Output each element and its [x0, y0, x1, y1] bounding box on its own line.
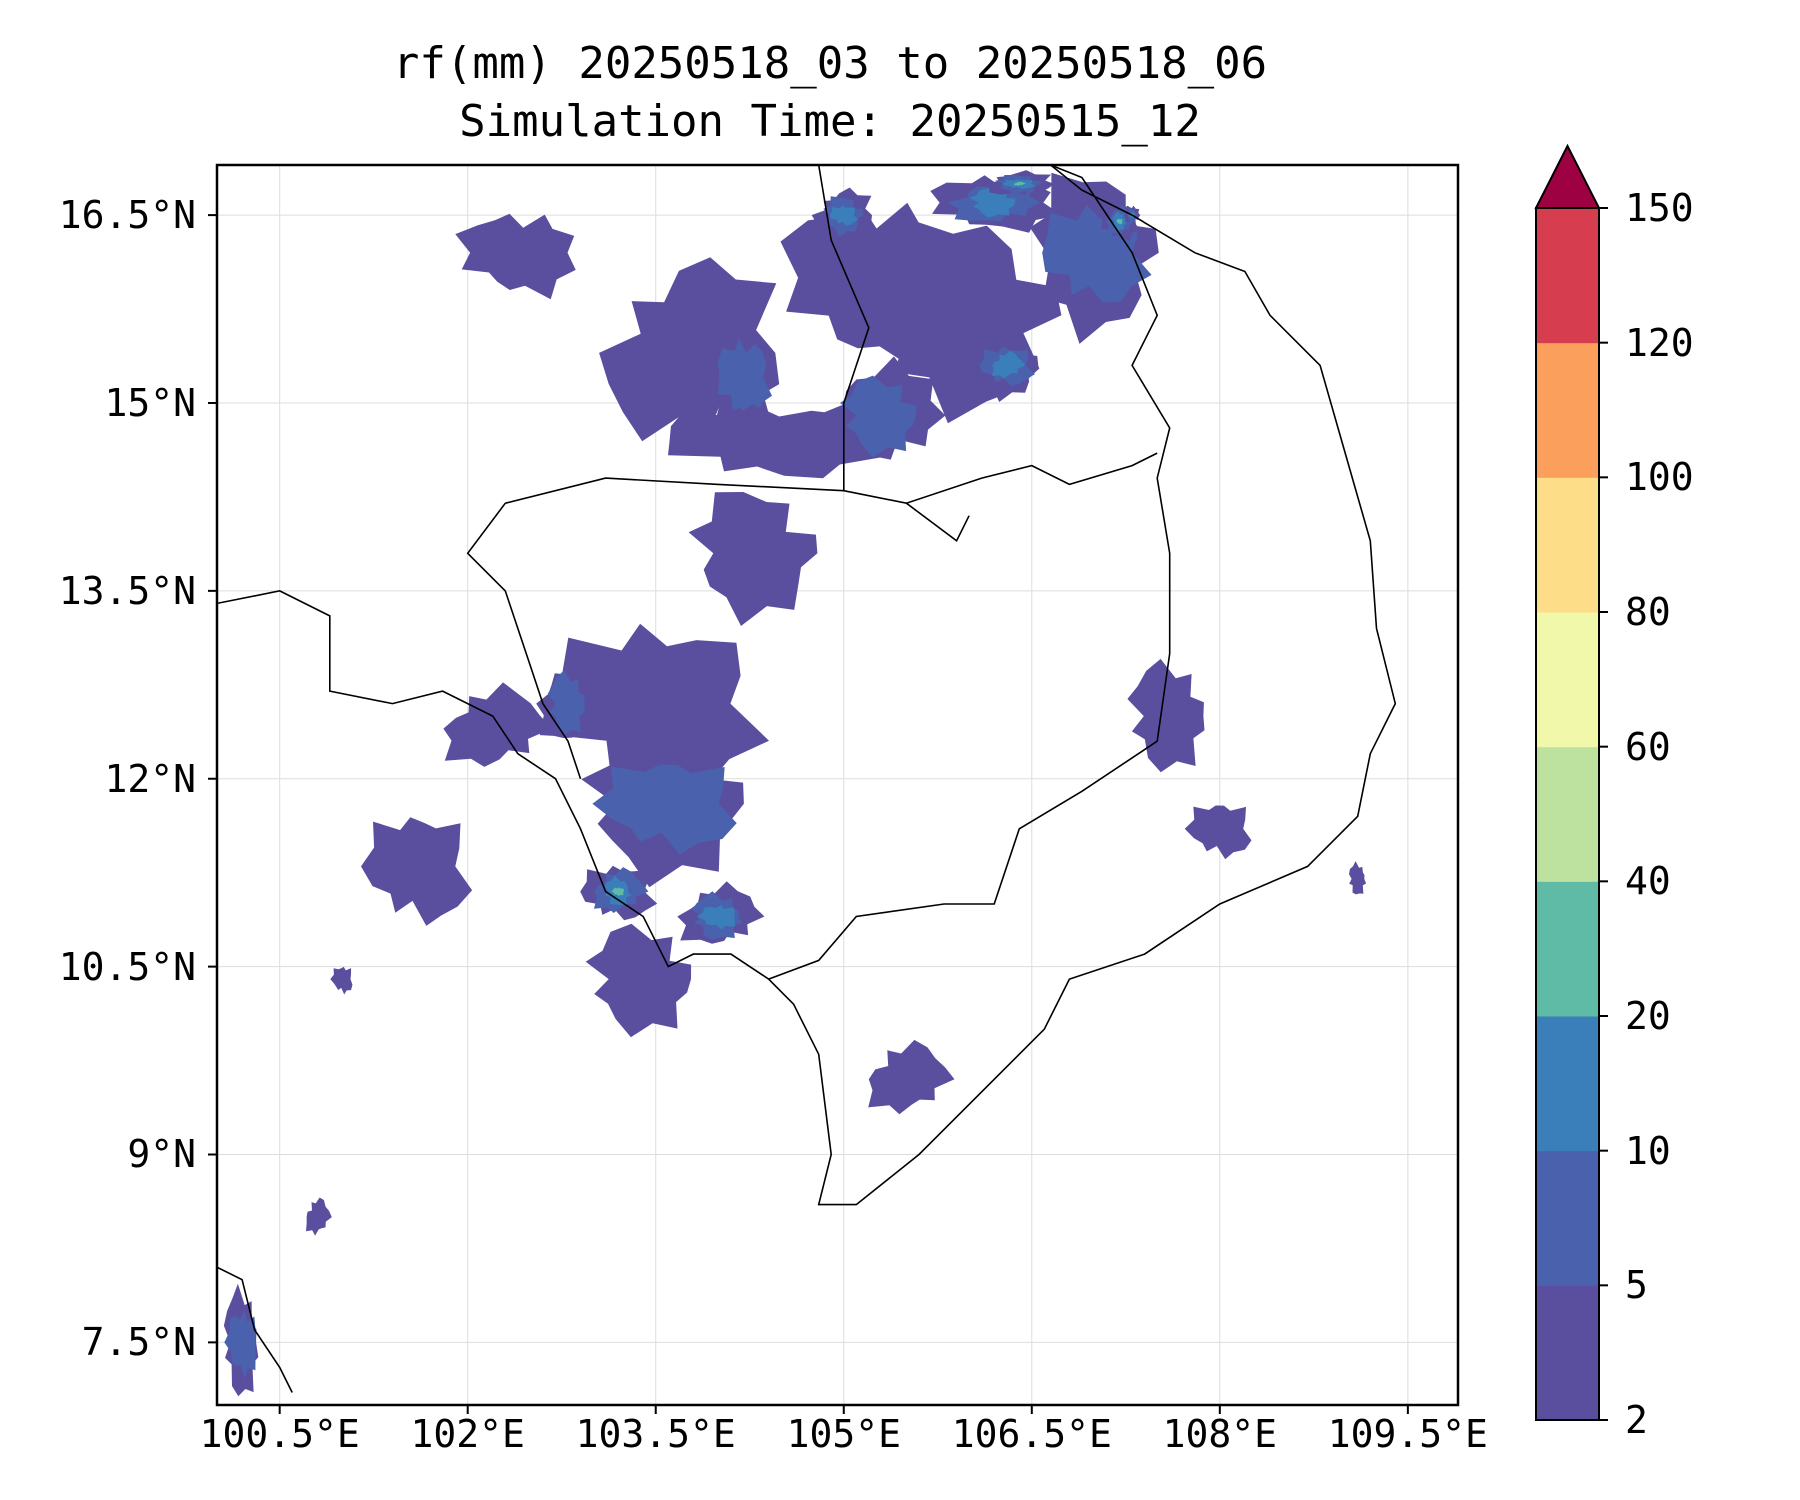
rain-area: [224, 1310, 256, 1379]
y-tick-label: 15°N: [104, 380, 196, 425]
map-subtitle: Simulation Time: 20250515_12: [459, 96, 1201, 147]
y-tick-label: 10.5°N: [58, 944, 196, 989]
coastline: [217, 1266, 293, 1393]
axis-ticks: [208, 214, 1409, 1414]
colorbar-tick-label: 80: [1625, 590, 1671, 634]
rain-area: [611, 887, 624, 896]
rain-area: [1116, 218, 1123, 225]
colorbar-tick-label: 5: [1625, 1263, 1648, 1308]
x-tick-label: 108°E: [1162, 1412, 1278, 1456]
coastline: [505, 452, 1158, 505]
map-title: rf(mm) 20250518_03 to 20250518_06: [392, 38, 1268, 89]
rain-area: [688, 492, 818, 626]
rain-area: [455, 213, 576, 300]
colorbar-segment: [1536, 1285, 1599, 1421]
x-tick-label: 105°E: [786, 1412, 901, 1456]
coastline: [817, 165, 870, 491]
x-tick-label: 103.5°E: [575, 1412, 736, 1456]
rain-area: [968, 188, 1016, 218]
colorbar-segment: [1536, 881, 1599, 1017]
grid-lines: [217, 165, 1458, 1405]
coastline: [217, 590, 770, 980]
colorbar-tick-label: 2: [1625, 1398, 1648, 1442]
rainfall-contours: [223, 170, 1367, 1397]
rain-area: [868, 1039, 955, 1115]
rain-area: [1127, 658, 1205, 773]
map-frame: [215, 163, 1460, 1407]
rain-area: [717, 338, 772, 421]
y-tick-label: 12°N: [104, 756, 196, 801]
coastline: [466, 502, 582, 779]
colorbar-tick-label: 20: [1625, 994, 1671, 1038]
colorbar-segment: [1536, 477, 1599, 613]
colorbar-segment: [1536, 612, 1599, 748]
coastlines-borders: [217, 165, 1397, 1393]
colorbar-segment: [1536, 1150, 1599, 1286]
colorbar-frame: [1535, 207, 1600, 1421]
y-tick-label: 9°N: [127, 1132, 196, 1177]
rain-area: [696, 904, 735, 930]
x-tick-label: 102°E: [410, 1412, 525, 1456]
rain-area: [1349, 861, 1367, 895]
coastline: [768, 165, 1397, 1206]
colorbar-tick-label: 150: [1625, 186, 1694, 230]
rain-area: [1184, 805, 1252, 860]
rain-area: [361, 817, 473, 926]
rain-area: [330, 966, 353, 995]
x-tick-label: 109.5°E: [1327, 1412, 1488, 1456]
coastline: [768, 165, 1171, 980]
y-tick-label: 7.5°N: [81, 1320, 196, 1365]
rain-area: [547, 670, 585, 736]
y-tick-label: 16.5°N: [58, 193, 196, 238]
colorbar-segment: [1536, 1016, 1599, 1152]
colorbar-segment: [1536, 746, 1599, 882]
colorbar-tick-label: 60: [1625, 724, 1671, 769]
rain-area: [1014, 181, 1027, 186]
colorbar-tick-label: 100: [1625, 455, 1694, 500]
rain-area: [840, 375, 916, 458]
coastline: [905, 502, 970, 543]
rain-area: [592, 764, 737, 855]
colorbar-segment: [1536, 342, 1599, 478]
colorbar-tick-label: 120: [1625, 320, 1694, 365]
colorbar-segment: [1536, 208, 1599, 344]
rain-area: [992, 350, 1026, 379]
y-tick-label: 13.5°N: [58, 568, 196, 613]
x-tick-label: 100.5°E: [199, 1412, 360, 1456]
colorbar: [1534, 143, 1608, 1421]
x-tick-label: 106.5°E: [951, 1412, 1112, 1456]
rain-area: [552, 623, 769, 787]
rain-area: [829, 205, 859, 226]
rain-area: [306, 1197, 332, 1236]
colorbar-extend-arrow: [1534, 143, 1601, 209]
rain-area: [585, 923, 692, 1038]
colorbar-tick-label: 10: [1625, 1128, 1671, 1173]
colorbar-tick-label: 40: [1625, 859, 1671, 904]
